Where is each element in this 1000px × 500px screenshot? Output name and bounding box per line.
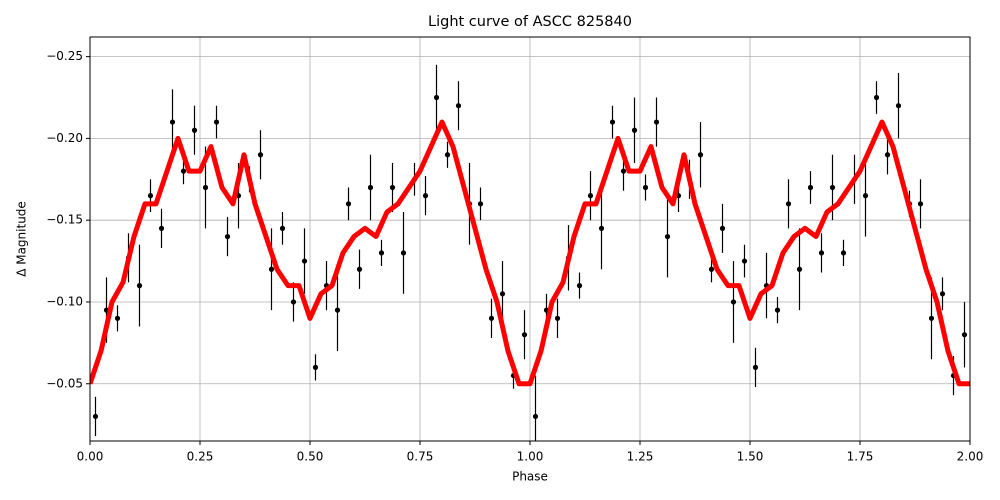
x-tick-label: 0.75 xyxy=(407,450,434,464)
data-point xyxy=(741,258,748,264)
data-point xyxy=(136,283,143,289)
data-point xyxy=(653,119,660,125)
x-tick-label: 1.00 xyxy=(517,450,544,464)
y-tick-label: −0.10 xyxy=(46,294,83,308)
data-point xyxy=(444,152,451,158)
data-point xyxy=(708,266,715,272)
data-point xyxy=(917,201,924,207)
chart-title: Light curve of ASCC 825840 xyxy=(428,14,632,30)
data-point xyxy=(587,193,594,199)
data-point xyxy=(433,94,440,101)
y-tick-label: −0.25 xyxy=(46,49,83,63)
data-point xyxy=(389,184,396,191)
data-point xyxy=(334,307,341,313)
data-point xyxy=(532,413,539,420)
data-point xyxy=(202,184,209,191)
data-point xyxy=(158,225,165,231)
data-point xyxy=(609,119,616,125)
data-point xyxy=(818,250,825,256)
data-point xyxy=(191,127,198,133)
data-point xyxy=(367,184,374,191)
data-point xyxy=(939,291,946,297)
data-point xyxy=(884,152,891,158)
data-point xyxy=(268,266,275,272)
y-axis-label: Δ Magnitude xyxy=(15,201,29,277)
data-point xyxy=(895,103,902,109)
grid xyxy=(89,37,971,441)
data-point xyxy=(521,332,528,338)
data-point xyxy=(378,250,385,256)
data-point xyxy=(422,193,429,199)
data-point xyxy=(356,266,363,272)
x-tick-label: 1.25 xyxy=(627,450,654,464)
x-tick-label: 0.25 xyxy=(187,450,214,464)
data-point xyxy=(345,201,352,207)
data-point xyxy=(598,225,605,231)
data-point xyxy=(290,299,297,305)
data-point xyxy=(279,225,286,231)
data-point xyxy=(840,250,847,256)
data-point xyxy=(862,193,869,199)
data-point xyxy=(499,291,506,297)
data-point xyxy=(807,184,814,191)
data-point xyxy=(752,364,759,370)
x-tick-label: 0.50 xyxy=(297,450,324,464)
data-point xyxy=(620,168,627,174)
data-point xyxy=(961,332,968,338)
data-point xyxy=(730,299,737,305)
data-point xyxy=(180,168,187,174)
data-point xyxy=(301,258,308,264)
data-point xyxy=(455,103,462,109)
trend-line xyxy=(90,119,970,387)
data-point xyxy=(576,283,583,289)
data-point xyxy=(257,152,264,158)
data-point xyxy=(224,233,231,240)
data-point xyxy=(642,184,649,191)
data-point xyxy=(829,184,836,191)
data-point xyxy=(719,225,726,231)
data-point xyxy=(796,266,803,272)
data-point xyxy=(488,315,495,321)
x-axis-label: Phase xyxy=(512,470,548,484)
data-point xyxy=(664,233,671,240)
data-point xyxy=(554,315,561,321)
data-point xyxy=(147,193,154,199)
x-tick-label: 2.00 xyxy=(957,450,984,464)
plot-area xyxy=(90,64,970,441)
y-tick-label: −0.20 xyxy=(46,131,83,145)
x-tick-label: 1.50 xyxy=(737,450,764,464)
data-point xyxy=(114,315,121,321)
y-tick-label: −0.15 xyxy=(46,213,83,227)
data-point xyxy=(312,364,319,370)
data-point xyxy=(873,94,880,101)
data-point xyxy=(631,127,638,133)
x-tick-label: 0.00 xyxy=(77,450,104,464)
data-point xyxy=(477,201,484,207)
data-point xyxy=(169,119,176,125)
data-point xyxy=(785,201,792,207)
data-point xyxy=(400,250,407,256)
data-point xyxy=(697,152,704,158)
data-point xyxy=(928,315,935,321)
y-tick-label: −0.05 xyxy=(46,376,83,390)
data-point xyxy=(92,413,99,420)
data-point xyxy=(774,307,781,313)
data-point xyxy=(213,119,220,125)
x-tick-label: 1.75 xyxy=(847,450,874,464)
